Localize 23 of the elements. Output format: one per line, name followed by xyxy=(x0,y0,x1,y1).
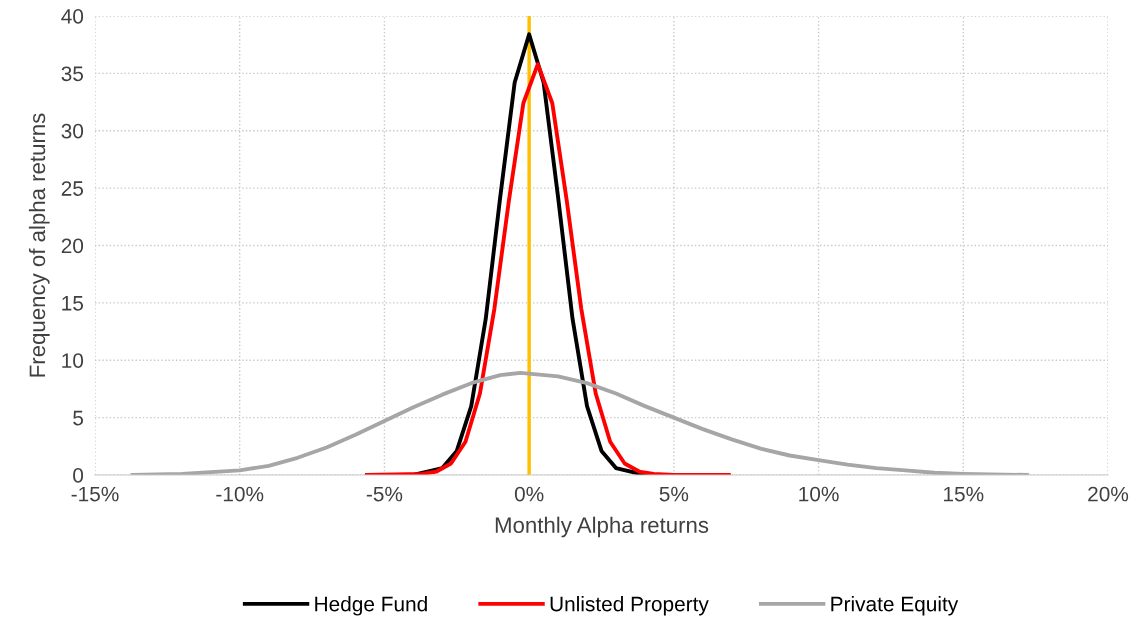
x-tick-label: 20% xyxy=(1088,486,1129,502)
x-axis-title: Monthly Alpha returns xyxy=(495,516,709,538)
y-tick-label: 5 xyxy=(73,410,84,426)
y-tick-label: 40 xyxy=(61,9,84,24)
y-axis-title: Frequency of alpha returns xyxy=(28,113,50,377)
x-tick-label: -10% xyxy=(216,486,264,502)
line-series xyxy=(130,370,1029,475)
legend-label: Unlisted Property xyxy=(550,596,709,616)
y-tick-label: 15 xyxy=(62,296,84,311)
legend-label: Hedge Fund xyxy=(315,596,427,616)
x-tick-label: -5% xyxy=(366,486,403,502)
y-tick-label: 0 xyxy=(73,468,84,483)
x-tick-label: 10% xyxy=(799,486,839,502)
x-tick-label: 15% xyxy=(944,486,984,502)
y-tick-label: 10 xyxy=(62,353,84,368)
x-tick-label: 0% xyxy=(514,486,544,502)
x-tick-label: 5% xyxy=(659,486,689,502)
legend-label: Private Equity xyxy=(831,596,959,616)
y-tick-label: 30 xyxy=(61,123,84,139)
x-tick-label: -15% xyxy=(71,486,119,502)
y-tick-label: 25 xyxy=(61,181,84,196)
y-tick-label: 35 xyxy=(61,66,84,82)
y-tick-label: 20 xyxy=(61,238,84,254)
